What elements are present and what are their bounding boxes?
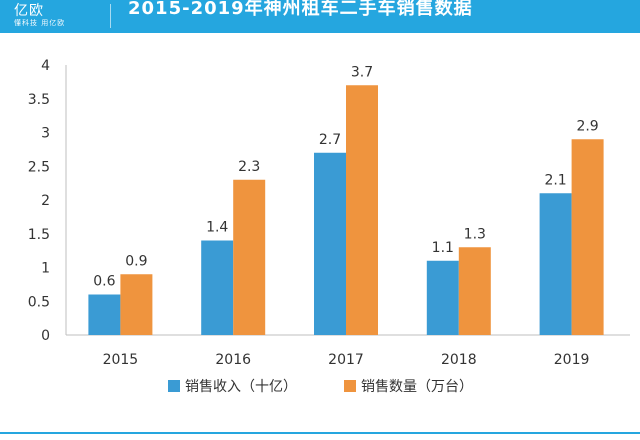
legend-label: 销售数量（万台） <box>361 379 473 395</box>
logo-tagline: 懂科技 用亿欧 <box>14 19 66 27</box>
logo-text: 亿欧 <box>14 3 44 19</box>
header-divider <box>110 4 111 28</box>
bars: 0.6 0.9 1.4 2.3 2.7 3.7 1.1 1.3 2.1 2.9 <box>88 64 604 335</box>
data-label: 2.9 <box>576 118 598 134</box>
x-tick-label: 2017 <box>328 352 364 368</box>
data-label: 3.7 <box>351 64 373 80</box>
chart-title: 2015-2019年神州租车二手车销售数据 <box>128 0 473 19</box>
data-label: 0.9 <box>125 253 147 269</box>
x-axis-ticks: 2015 2016 2017 2018 2019 <box>103 352 590 368</box>
x-tick-label: 2015 <box>103 352 139 368</box>
bar-quantity-2015 <box>120 274 153 335</box>
y-tick-label: 0 <box>41 328 50 344</box>
bar-quantity-2017 <box>346 85 378 335</box>
bar-revenue-2019 <box>539 193 572 335</box>
y-tick-label: 4 <box>41 58 50 74</box>
data-label: 2.3 <box>238 159 260 175</box>
data-label: 1.4 <box>206 220 228 236</box>
data-label: 2.7 <box>319 132 341 148</box>
legend-swatch <box>344 380 356 392</box>
bar-revenue-2015 <box>88 294 121 335</box>
bar-chart: 0 0.5 1 1.5 2 2.5 3 3.5 4 0.6 0.9 1.4 2.3 2.7 3.7 1.1 1… <box>28 58 630 395</box>
data-label: 1.1 <box>432 240 454 256</box>
bar-quantity-2019 <box>571 139 604 335</box>
y-tick-label: 3.5 <box>28 92 50 108</box>
footer-line <box>0 432 640 434</box>
legend: 销售收入（十亿） 销售数量（万台） <box>168 379 473 395</box>
y-tick-label: 0.5 <box>28 294 50 310</box>
legend-swatch <box>168 380 180 392</box>
x-tick-label: 2018 <box>441 352 477 368</box>
bar-revenue-2018 <box>426 260 459 335</box>
bar-quantity-2018 <box>458 247 491 335</box>
data-label: 1.3 <box>464 226 486 242</box>
bar-revenue-2017 <box>314 152 346 335</box>
data-label: 2.1 <box>544 172 566 188</box>
data-label: 0.6 <box>93 274 115 290</box>
y-tick-label: 1 <box>41 261 50 277</box>
y-tick-label: 2.5 <box>28 159 50 175</box>
header-bar: 亿欧 懂科技 用亿欧 2015-2019年神州租车二手车销售数据 <box>0 0 640 33</box>
legend-label: 销售收入（十亿） <box>185 379 297 395</box>
bar-quantity-2016 <box>233 179 266 335</box>
y-tick-label: 2 <box>41 193 50 209</box>
logo: 亿欧 懂科技 用亿欧 <box>0 0 100 33</box>
x-tick-label: 2016 <box>215 352 251 368</box>
bar-revenue-2016 <box>201 240 234 335</box>
x-tick-label: 2019 <box>554 352 590 368</box>
y-axis-ticks: 0 0.5 1 1.5 2 2.5 3 3.5 4 <box>28 58 50 344</box>
y-tick-label: 1.5 <box>28 227 50 243</box>
y-tick-label: 3 <box>41 126 50 142</box>
